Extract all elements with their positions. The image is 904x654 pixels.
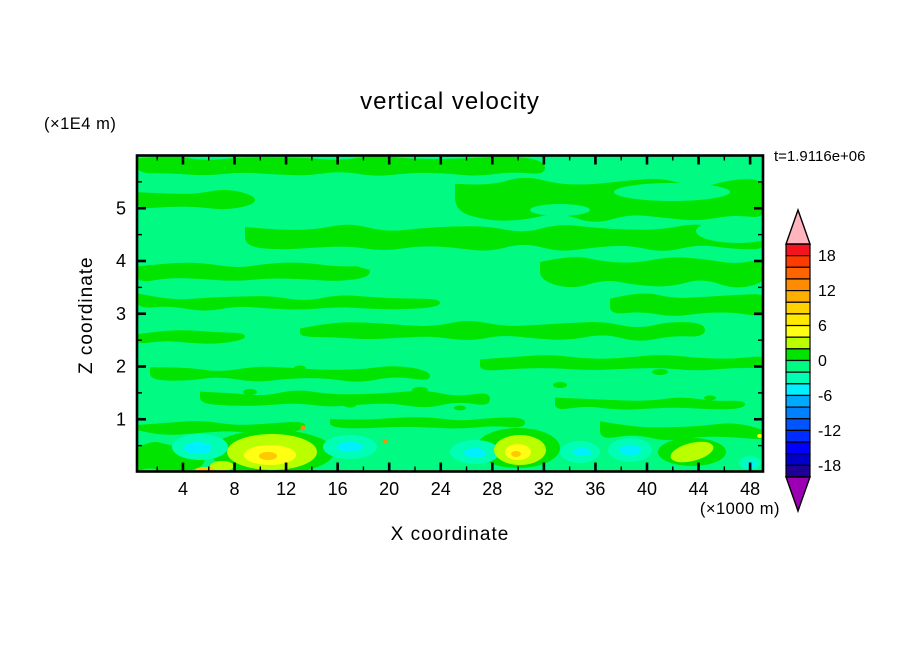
colorbar-under-arrow	[785, 476, 811, 514]
feature-green	[652, 369, 668, 375]
colorbar-over-arrow	[785, 207, 811, 245]
negative-lens	[354, 252, 510, 274]
x-axis-title: X coordinate	[390, 524, 510, 545]
colorbar-band	[785, 255, 811, 268]
colorbar-band	[785, 324, 811, 338]
x-tick-label: 44	[689, 479, 709, 499]
page-title: vertical velocity	[360, 88, 540, 115]
colorbar-band	[785, 359, 811, 373]
x-tick-label: 4	[178, 479, 188, 499]
positive-band	[137, 262, 370, 282]
positive-band	[137, 189, 255, 210]
x-tick-label: 12	[276, 479, 296, 499]
positive-band	[555, 397, 745, 410]
colorbar-band	[785, 453, 811, 466]
colorbar-tick-label: 0	[818, 353, 827, 370]
feature-gold	[259, 452, 277, 460]
positive-band	[137, 156, 545, 176]
positive-band	[330, 417, 525, 429]
colorbar-band	[785, 371, 811, 385]
feature-chartreuse	[670, 441, 714, 463]
z-tick-label: 3	[116, 304, 126, 324]
feature-yellow	[757, 434, 763, 438]
feature-orange	[382, 439, 388, 443]
feature-green	[344, 402, 356, 408]
positive-band	[455, 177, 763, 222]
colorbar-band	[785, 278, 811, 292]
colorbar-band	[785, 464, 811, 478]
contour-field	[137, 155, 763, 472]
time-stamp-label: t=1.9116e+06	[774, 148, 866, 165]
feature-cyan	[573, 448, 591, 456]
z-tick-label: 5	[116, 198, 126, 218]
colorbar-band	[785, 406, 811, 420]
feature-cyan	[464, 448, 486, 458]
positive-band	[600, 421, 763, 441]
z-tick-label: 2	[116, 357, 126, 377]
colorbar-tick-label: 18	[818, 248, 836, 265]
colorbar-tick-label: -12	[818, 423, 841, 440]
positive-band	[245, 224, 763, 251]
colorbar-tick-label: -6	[818, 388, 832, 405]
x-tick-label: 36	[585, 479, 605, 499]
x-tick-label: 24	[431, 479, 451, 499]
colorbar-band	[785, 429, 811, 443]
colorbar-band	[785, 418, 811, 431]
z-axis-title: Z coordinate	[76, 256, 97, 374]
colorbar-tick-label: -18	[818, 458, 841, 475]
colorbar-band	[785, 383, 811, 397]
positive-band	[540, 257, 763, 288]
x-tick-label: 8	[230, 479, 240, 499]
x-tick-label: 32	[534, 479, 554, 499]
negative-lens	[530, 204, 590, 216]
z-tick-label: 1	[116, 409, 126, 429]
negative-lens	[696, 219, 763, 243]
colorbar-band	[785, 301, 811, 315]
feature-cyan	[619, 445, 641, 455]
feature-green	[243, 389, 257, 395]
feature-green	[704, 395, 716, 401]
feature-green	[412, 387, 428, 393]
plot-frame	[135, 154, 765, 473]
colorbar-band	[785, 290, 811, 303]
z-axis-unit-label: (×1E4 m)	[44, 115, 117, 133]
positive-band	[300, 321, 705, 341]
colorbar: 18 12 6 0 -6 -12 -18	[785, 207, 841, 514]
feature-chartreuse	[210, 461, 234, 471]
colorbar-band	[785, 394, 811, 408]
positive-band	[137, 293, 440, 311]
x-tick-label: 16	[328, 479, 348, 499]
colorbar-band	[785, 266, 811, 280]
z-tick-label: 4	[116, 251, 126, 271]
x-axis-unit-label: (×1000 m)	[699, 500, 780, 518]
positive-band	[150, 366, 430, 382]
feature-green	[294, 365, 306, 371]
colorbar-band	[785, 313, 811, 327]
positive-band	[137, 330, 245, 344]
x-tick-label: 40	[637, 479, 657, 499]
feature-orange	[300, 425, 306, 431]
x-tick-label: 48	[740, 479, 760, 499]
colorbar-band	[785, 441, 811, 455]
negative-lens	[614, 183, 730, 201]
colorbar-band	[785, 243, 811, 257]
feature-green	[454, 405, 466, 411]
colorbar-band	[785, 348, 811, 362]
positive-band	[610, 293, 763, 316]
x-tick-label: 20	[379, 479, 399, 499]
positive-band	[200, 390, 490, 408]
colorbar-tick-label: 6	[818, 318, 827, 335]
positive-band	[480, 355, 763, 371]
feature-gold	[511, 451, 521, 457]
colorbar-tick-label: 12	[818, 283, 836, 300]
feature-cyan	[337, 442, 363, 452]
feature-cyan	[184, 442, 212, 454]
feature-green	[553, 382, 567, 388]
x-tick-label: 28	[482, 479, 502, 499]
colorbar-band	[785, 336, 811, 350]
